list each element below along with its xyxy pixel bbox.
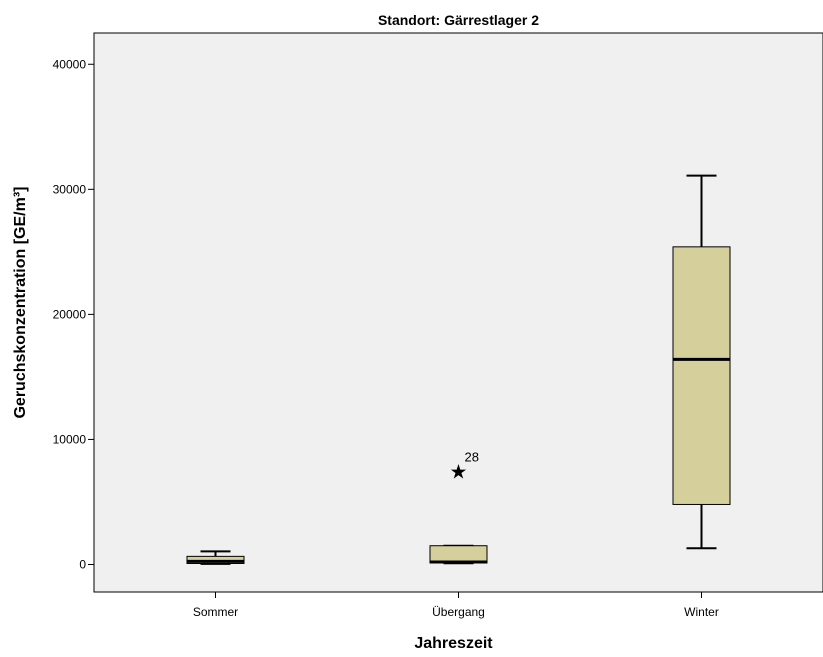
y-tick-label: 20000 — [53, 307, 87, 321]
box-1 — [186, 550, 245, 565]
x-tick-label: Übergang — [432, 605, 485, 619]
box-3 — [672, 174, 731, 550]
y-tick-label: 10000 — [53, 432, 87, 446]
outlier-label: 28 — [465, 450, 479, 465]
box-iqr — [672, 246, 731, 505]
y-tick-label: 0 — [79, 557, 86, 571]
y-tick-label: 40000 — [53, 57, 87, 71]
box-series: ★28 — [186, 174, 731, 565]
x-axis-title: Jahreszeit — [414, 635, 493, 652]
y-tick-label: 30000 — [53, 182, 87, 196]
x-axis: Sommer Übergang Winter — [193, 592, 719, 619]
box-iqr — [429, 545, 488, 564]
box-2: ★28 — [429, 450, 488, 565]
x-tick-label: Sommer — [193, 605, 238, 619]
x-tick-label: Winter — [684, 605, 719, 619]
outlier-point: ★ — [450, 460, 468, 484]
y-axis-title: Geruchskonzentration [GE/m³] — [12, 186, 29, 418]
y-axis: 0 10000 20000 30000 40000 — [53, 57, 94, 571]
chart-title: Standort: Gärrestlager 2 — [378, 12, 539, 28]
